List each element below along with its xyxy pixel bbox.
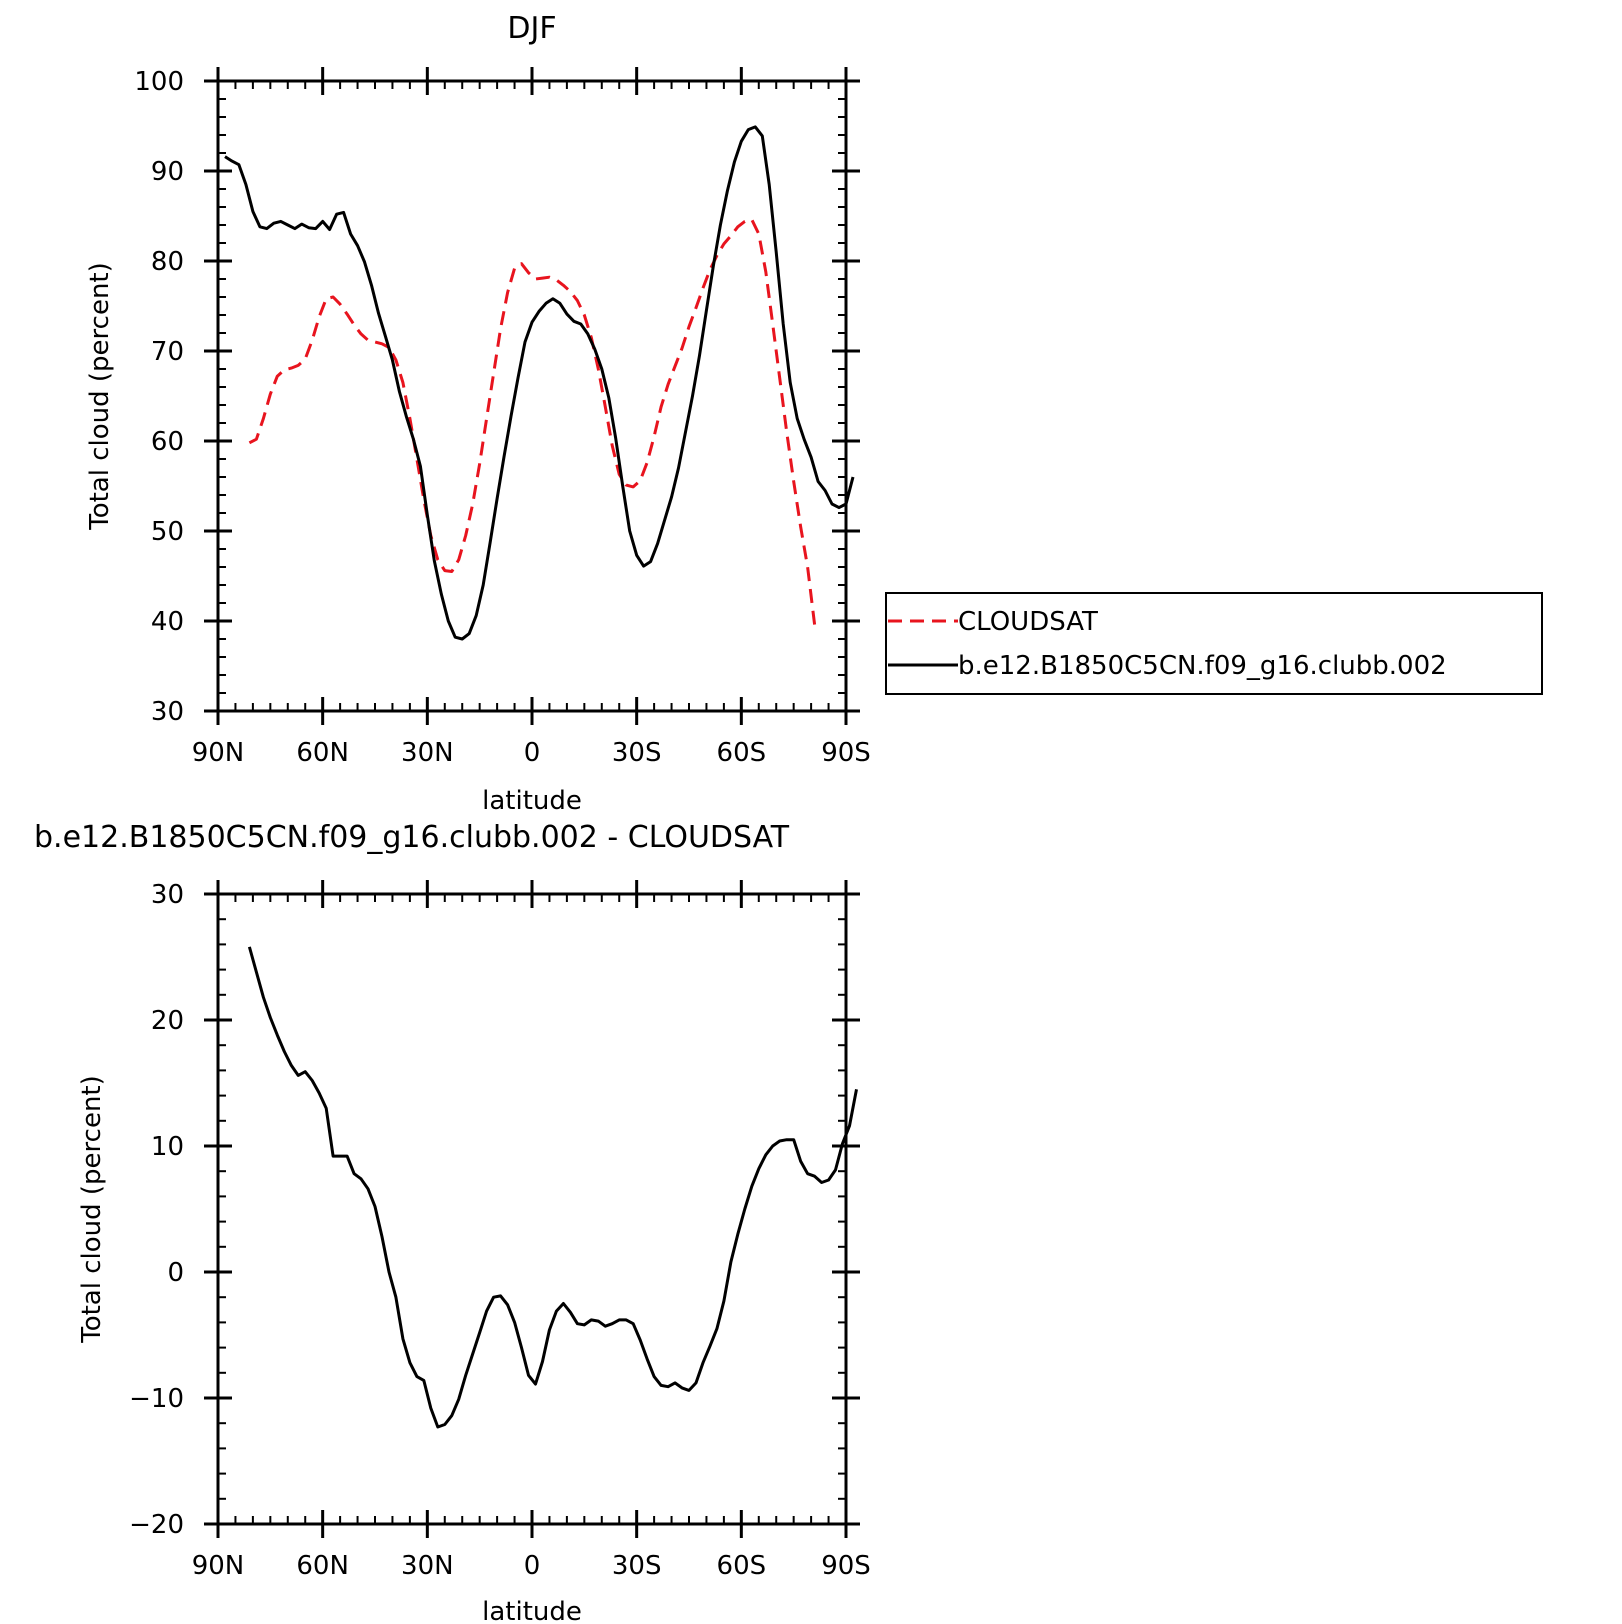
- panel2-x-tick-label: 90N: [192, 1551, 245, 1581]
- panel1-y-tick-label: 70: [151, 337, 184, 367]
- panel1-x-tick-label: 0: [524, 738, 541, 768]
- panel1-x-tick-label: 90S: [821, 738, 871, 768]
- panel2-y-axis-title: Total cloud (percent): [77, 1075, 107, 1344]
- panel1-y-tick-label: 90: [151, 157, 184, 187]
- panel1-x-tick-label: 60N: [296, 738, 349, 768]
- panel2-y-tick-label: 30: [151, 880, 184, 910]
- panel2-y-tick-label: 20: [151, 1006, 184, 1036]
- panel1-x-tick-label: 60S: [717, 738, 767, 768]
- panel2-y-tick-label: 0: [167, 1258, 184, 1288]
- panel1-y-tick-label: 100: [134, 67, 184, 97]
- panel2-x-tick-label: 60S: [717, 1551, 767, 1581]
- panel2-x-tick-label: 30N: [401, 1551, 454, 1581]
- legend-box: [885, 592, 1543, 695]
- panel2-x-tick-label: 90S: [821, 1551, 871, 1581]
- panel1-plot-frame: [216, 79, 848, 713]
- panel2-x-tick-label: 30S: [612, 1551, 662, 1581]
- panel1-y-axis-title: Total cloud (percent): [85, 262, 115, 531]
- panel1-y-tick-label: 30: [151, 697, 184, 727]
- panel1-y-tick-label: 60: [151, 427, 184, 457]
- panel2-y-tick-label: 10: [151, 1132, 184, 1162]
- panel1-legend: CLOUDSAT b.e12.B1850C5CN.f09_g16.clubb.00…: [885, 592, 1543, 695]
- panel1-x-tick-label: 30N: [401, 738, 454, 768]
- legend-label-0: CLOUDSAT: [958, 607, 1098, 637]
- panel2-title: b.e12.B1850C5CN.f09_g16.clubb.002 - CLOU…: [34, 820, 790, 855]
- panel1-title: DJF: [507, 11, 556, 46]
- panel2-x-tick-label: 0: [524, 1551, 541, 1581]
- panel1-y-tick-label: 50: [151, 517, 184, 547]
- panel2-x-tick-label: 60N: [296, 1551, 349, 1581]
- panel2-x-axis-title: latitude: [482, 1597, 582, 1624]
- panel1-y-tick-label: 80: [151, 247, 184, 277]
- panel1-series-line-1: [224, 125, 855, 641]
- panel1-series-line-0: [248, 218, 817, 625]
- panel2-chart: b.e12.B1850C5CN.f09_g16.clubb.002 - CLOU…: [34, 820, 871, 1624]
- panel2-y-tick-label: −20: [129, 1510, 184, 1540]
- panel2-series-line-0: [247, 946, 858, 1429]
- panel1-x-tick-label: 30S: [612, 738, 662, 768]
- panel1-chart: DJF 90N 60N 30N 0 30S 60S 90S 30 40 50 60 70 80 90 100 l…: [85, 11, 1543, 816]
- panel2-plot-frame: [216, 892, 848, 1526]
- panel1-y-tick-label: 40: [151, 607, 184, 637]
- legend-label-1: b.e12.B1850C5CN.f09_g16.clubb.002: [958, 651, 1447, 681]
- panel1-x-tick-label: 90N: [192, 738, 245, 768]
- panel2-y-tick-label: −10: [129, 1384, 184, 1414]
- panel1-x-axis-title: latitude: [482, 786, 582, 816]
